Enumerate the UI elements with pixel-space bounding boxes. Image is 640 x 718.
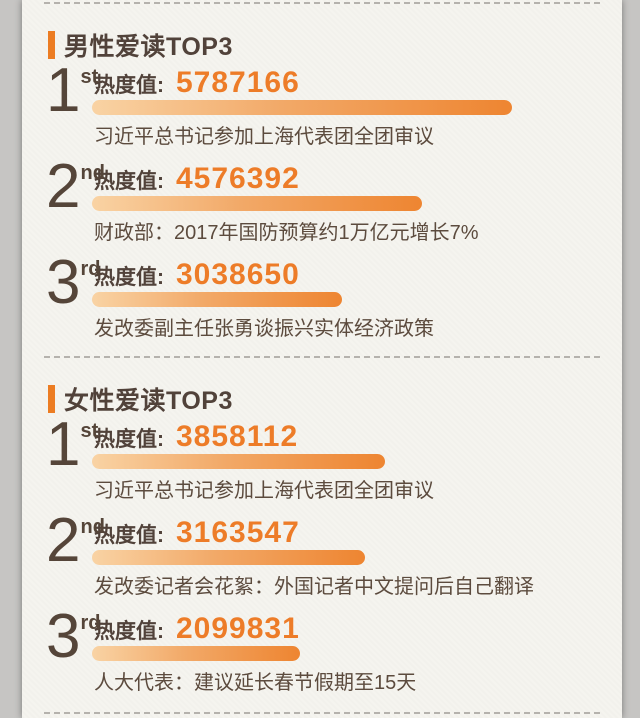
rank-inner: 2 nd [46, 152, 105, 221]
rank-number: 2 [46, 152, 81, 221]
section-header: 男性爱读TOP3 [48, 30, 622, 61]
metric-label: 热度值: [94, 524, 164, 547]
rank-row: 2 nd 热度值: 4576392 财政部：2017年国防预算约1万亿元增长7% [22, 156, 622, 246]
metric-value: 3858112 [176, 420, 299, 453]
rank-inner: 1 st [46, 410, 99, 479]
bottom-perforation-divider [44, 712, 600, 714]
heat-bar [92, 100, 512, 115]
metric-value: 5787166 [176, 66, 300, 99]
rank-ordinal: nd [80, 162, 105, 184]
rank-inner: 1 st [46, 56, 99, 125]
heat-bar [92, 550, 365, 565]
rank-number: 3 [46, 602, 81, 671]
rank-row: 3 rd 热度值: 2099831 人大代表：建议延长春节假期至15天 [22, 606, 622, 696]
rank-row: 3 rd 热度值: 3038650 发改委副主任张勇谈振兴实体经济政策 [22, 252, 622, 342]
news-headline: 习近平总书记参加上海代表团全团审议 [94, 126, 434, 148]
rank-badge: 1 st [46, 60, 98, 150]
rank-row-body: 热度值: 3858112 习近平总书记参加上海代表团全团审议 [92, 420, 622, 504]
metric-label: 热度值: [94, 428, 164, 451]
metric-line: 热度值: 3858112 [94, 420, 622, 454]
rank-row-body: 热度值: 3163547 发改委记者会花絮：外国记者中文提问后自己翻译 [92, 516, 622, 600]
rank-ordinal: rd [80, 612, 101, 634]
section-title: 女性爱读TOP3 [64, 387, 233, 415]
metric-value: 2099831 [176, 612, 300, 645]
news-headline: 发改委记者会花絮：外国记者中文提问后自己翻译 [94, 576, 534, 598]
metric-label: 热度值: [94, 170, 164, 193]
heat-bar [92, 454, 385, 469]
heat-bar [92, 646, 300, 661]
rank-ordinal: st [80, 66, 99, 88]
section-title: 男性爱读TOP3 [64, 33, 233, 61]
rank-row-body: 热度值: 4576392 财政部：2017年国防预算约1万亿元增长7% [92, 162, 622, 246]
ranking-card: 男性爱读TOP3 1 st 热度值: 5787166 习近平总书记参加上海代表团… [22, 0, 622, 718]
rank-badge: 2 nd [46, 156, 105, 246]
rank-number: 1 [46, 410, 81, 479]
metric-line: 热度值: 5787166 [94, 66, 622, 100]
rank-ordinal: rd [80, 258, 101, 280]
rank-ordinal: nd [80, 516, 105, 538]
rank-badge: 3 rd [46, 252, 100, 342]
metric-label: 热度值: [94, 620, 164, 643]
rank-row: 1 st 热度值: 5787166 习近平总书记参加上海代表团全团审议 [22, 60, 622, 150]
rank-inner: 3 rd [46, 248, 101, 317]
metric-value: 4576392 [176, 162, 300, 195]
metric-label: 热度值: [94, 74, 164, 97]
metric-line: 热度值: 2099831 [94, 612, 622, 646]
heat-bar [92, 196, 422, 211]
heat-bar [92, 292, 342, 307]
news-headline: 习近平总书记参加上海代表团全团审议 [94, 480, 434, 502]
section-header: 女性爱读TOP3 [48, 384, 622, 415]
rank-inner: 2 nd [46, 506, 105, 575]
rank-row-body: 热度值: 5787166 习近平总书记参加上海代表团全团审议 [92, 66, 622, 150]
news-headline: 财政部：2017年国防预算约1万亿元增长7% [94, 222, 479, 244]
metric-line: 热度值: 4576392 [94, 162, 622, 196]
top-perforation-divider [44, 2, 600, 4]
rank-ordinal: st [80, 420, 99, 442]
metric-label: 热度值: [94, 266, 164, 289]
accent-bar-icon [48, 385, 55, 413]
section-female-top3: 女性爱读TOP3 1 st 热度值: 3858112 习近平总书记参加上海代表团… [22, 384, 622, 696]
news-headline: 发改委副主任张勇谈振兴实体经济政策 [94, 318, 434, 340]
rank-row: 2 nd 热度值: 3163547 发改委记者会花絮：外国记者中文提问后自己翻译 [22, 510, 622, 600]
rank-number: 2 [46, 506, 81, 575]
section-divider [44, 356, 600, 358]
rank-row-body: 热度值: 2099831 人大代表：建议延长春节假期至15天 [92, 612, 622, 696]
rank-badge: 2 nd [46, 510, 105, 600]
accent-bar-icon [48, 31, 55, 59]
metric-line: 热度值: 3163547 [94, 516, 622, 550]
metric-line: 热度值: 3038650 [94, 258, 622, 292]
section-male-top3: 男性爱读TOP3 1 st 热度值: 5787166 习近平总书记参加上海代表团… [22, 30, 622, 342]
rank-badge: 1 st [46, 414, 98, 504]
rank-number: 3 [46, 248, 81, 317]
metric-value: 3038650 [176, 258, 300, 291]
rank-row-body: 热度值: 3038650 发改委副主任张勇谈振兴实体经济政策 [92, 258, 622, 342]
metric-value: 3163547 [176, 516, 300, 549]
rank-row: 1 st 热度值: 3858112 习近平总书记参加上海代表团全团审议 [22, 414, 622, 504]
rank-number: 1 [46, 56, 81, 125]
rank-inner: 3 rd [46, 602, 101, 671]
news-headline: 人大代表：建议延长春节假期至15天 [94, 672, 417, 694]
rank-badge: 3 rd [46, 606, 100, 696]
